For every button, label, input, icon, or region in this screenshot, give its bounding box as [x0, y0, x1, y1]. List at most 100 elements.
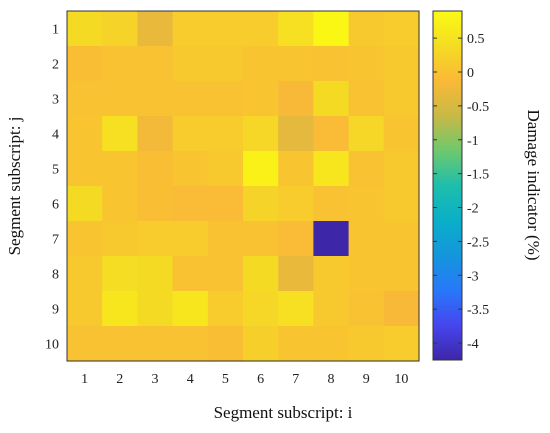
heatmap-cell-1-6	[243, 11, 279, 47]
heatmap-cell-10-8	[313, 326, 350, 362]
heatmap-cell-5-8	[313, 151, 350, 187]
heatmap-cell-9-9	[348, 291, 385, 327]
x-tick-label-4: 4	[187, 372, 194, 387]
x-tick-label-7: 7	[292, 372, 299, 387]
colorbar-tick-label: 0	[467, 66, 474, 81]
x-axis-label: Segment subscript: i	[214, 403, 353, 422]
heatmap-cell-1-3	[137, 11, 174, 47]
heatmap-cell-2-8	[313, 46, 350, 82]
heatmap-cell-2-4	[172, 46, 209, 82]
heatmap-cell-1-7	[278, 11, 314, 47]
y-axis-label: Segment subscript: j	[5, 117, 24, 256]
heatmap-cell-6-10	[383, 186, 420, 222]
heatmap-cell-4-7	[278, 116, 314, 152]
heatmap-cell-2-6	[243, 46, 279, 82]
heatmap-cell-8-1	[67, 256, 103, 292]
heatmap-cell-9-4	[172, 291, 209, 327]
heatmap-cell-4-6	[243, 116, 279, 152]
heatmap-cell-8-2	[102, 256, 138, 292]
x-tick-label-9: 9	[363, 372, 370, 387]
x-tick-label-10: 10	[394, 372, 408, 387]
heatmap-cell-3-6	[243, 81, 279, 117]
heatmap-cell-8-4	[172, 256, 209, 292]
heatmap-cell-5-7	[278, 151, 314, 187]
colorbar-tick-label: -0.5	[467, 100, 489, 115]
y-tick-label-7: 7	[52, 233, 59, 248]
heatmap-cell-1-2	[102, 11, 138, 47]
colorbar-tick-label: -3	[467, 269, 479, 284]
heatmap-cell-2-3	[137, 46, 174, 82]
heatmap-cell-4-9	[348, 116, 385, 152]
heatmap-cell-5-2	[102, 151, 138, 187]
y-tick-label-4: 4	[52, 128, 59, 143]
colorbar-tick-label: -1.5	[467, 168, 489, 183]
heatmap-cell-4-10	[383, 116, 420, 152]
heatmap-cell-3-3	[137, 81, 174, 117]
heatmap-cell-8-10	[383, 256, 420, 292]
heatmap-cell-7-10	[383, 221, 420, 257]
heatmap-cell-8-7	[278, 256, 314, 292]
heatmap-cell-7-8	[313, 221, 350, 257]
colorbar-tick-label: -4	[467, 337, 479, 352]
heatmap-cell-10-2	[102, 326, 138, 362]
x-tick-label-2: 2	[116, 372, 123, 387]
heatmap-cell-3-10	[383, 81, 420, 117]
heatmap-cell-5-9	[348, 151, 385, 187]
heatmap-cell-6-5	[207, 186, 244, 222]
heatmap-cell-1-8	[313, 11, 350, 47]
heatmap-cell-10-7	[278, 326, 314, 362]
heatmap-cell-8-3	[137, 256, 174, 292]
y-tick-label-6: 6	[52, 198, 59, 213]
heatmap-cell-2-1	[67, 46, 103, 82]
x-tick-label-8: 8	[328, 372, 335, 387]
x-tick-label-6: 6	[257, 372, 264, 387]
heatmap-cell-1-9	[348, 11, 385, 47]
colorbar-label: Damage indicator (%)	[524, 109, 543, 260]
heatmap-cell-9-6	[243, 291, 279, 327]
heatmap-cell-6-6	[243, 186, 279, 222]
x-tick-labels: 1 2 3 4 5 6 7 8 9 10	[81, 372, 408, 387]
heatmap-cell-4-8	[313, 116, 350, 152]
heatmap-cell-3-4	[172, 81, 209, 117]
heatmap-cell-2-5	[207, 46, 244, 82]
heatmap-cell-10-9	[348, 326, 385, 362]
heatmap-cell-3-9	[348, 81, 385, 117]
heatmap-cell-5-6	[243, 151, 279, 187]
y-tick-label-8: 8	[52, 268, 59, 283]
x-tick-label-3: 3	[152, 372, 159, 387]
heatmap-cell-9-2	[102, 291, 138, 327]
heatmap-cell-3-5	[207, 81, 244, 117]
heatmap-cell-9-5	[207, 291, 244, 327]
colorbar-tick-label: 0.5	[467, 32, 485, 47]
heatmap-cell-5-3	[137, 151, 174, 187]
colorbar-tick-labels: 0.5 0 -0.5 -1 -1.5 -2 -2.5 -3 -3.5 -4	[433, 32, 489, 352]
heatmap-cell-1-5	[207, 11, 244, 47]
heatmap-cell-7-7	[278, 221, 314, 257]
heatmap-cell-9-3	[137, 291, 174, 327]
heatmap-cell-4-5	[207, 116, 244, 152]
colorbar-tick-label: -1	[467, 134, 479, 149]
heatmap-cell-3-7	[278, 81, 314, 117]
heatmap-cell-6-1	[67, 186, 103, 222]
heatmap-cell-2-2	[102, 46, 138, 82]
heatmap-cell-5-4	[172, 151, 209, 187]
heatmap-cell-9-7	[278, 291, 314, 327]
heatmap-cell-9-8	[313, 291, 350, 327]
heatmap-cell-8-5	[207, 256, 244, 292]
y-tick-label-9: 9	[52, 303, 59, 318]
heatmap-cell-10-5	[207, 326, 244, 362]
heatmap-cell-1-10	[383, 11, 420, 47]
y-tick-label-5: 5	[52, 163, 59, 178]
colorbar-tick-label: -2	[467, 202, 479, 217]
heatmap-cell-6-9	[348, 186, 385, 222]
heatmap-cell-7-5	[207, 221, 244, 257]
plot-frame	[66, 10, 420, 362]
heatmap-cell-10-10	[383, 326, 420, 362]
heatmap-cell-8-8	[313, 256, 350, 292]
heatmap-cell-4-1	[67, 116, 103, 152]
heatmap-cell-6-4	[172, 186, 209, 222]
heatmap-cell-1-1	[67, 11, 103, 47]
heatmap-cell-8-9	[348, 256, 385, 292]
heatmap-cell-9-1	[67, 291, 103, 327]
